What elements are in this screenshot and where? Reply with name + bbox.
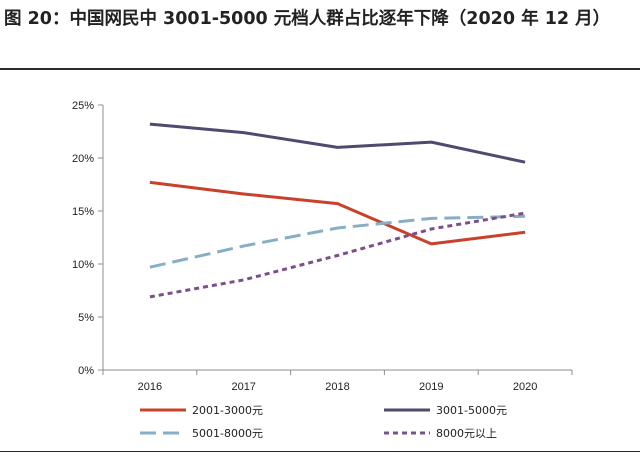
series-line [149, 211, 526, 299]
y-tick-label: 15% [72, 206, 94, 218]
y-tick-label: 20% [72, 153, 94, 165]
x-tick-label: 2016 [138, 381, 162, 393]
legend-label: 5001-8000元 [192, 427, 263, 440]
figure-title: 图 20：中国网民中 3001-5000 元档人群占比逐年下降（2020 年 1… [4, 9, 611, 29]
x-tick-label: 2019 [419, 381, 443, 393]
y-tick-label: 25% [72, 100, 94, 112]
chart-legend: 2001-3000元 3001-5000元 5001-8000元 8000元以上 [140, 404, 507, 440]
title-divider [0, 68, 640, 70]
y-tick-label: 0% [78, 365, 94, 377]
legend-label: 8000元以上 [436, 427, 497, 440]
series-line [149, 122, 526, 164]
x-tick-label: 2020 [513, 381, 537, 393]
y-tick-label: 10% [72, 259, 94, 271]
x-tick-label: 2017 [231, 381, 255, 393]
series-line [149, 214, 526, 269]
chart-series [149, 122, 526, 299]
x-tick-label: 2018 [325, 381, 349, 393]
legend-label: 2001-3000元 [192, 404, 263, 417]
y-tick-label: 5% [78, 312, 94, 324]
footer-divider [0, 451, 640, 452]
chart-axes: 0% 5% 10% 15% 20% 25% 2016 2017 2018 2019 2020 [72, 100, 573, 393]
series-line [149, 180, 526, 246]
legend-label: 3001-5000元 [436, 404, 507, 417]
